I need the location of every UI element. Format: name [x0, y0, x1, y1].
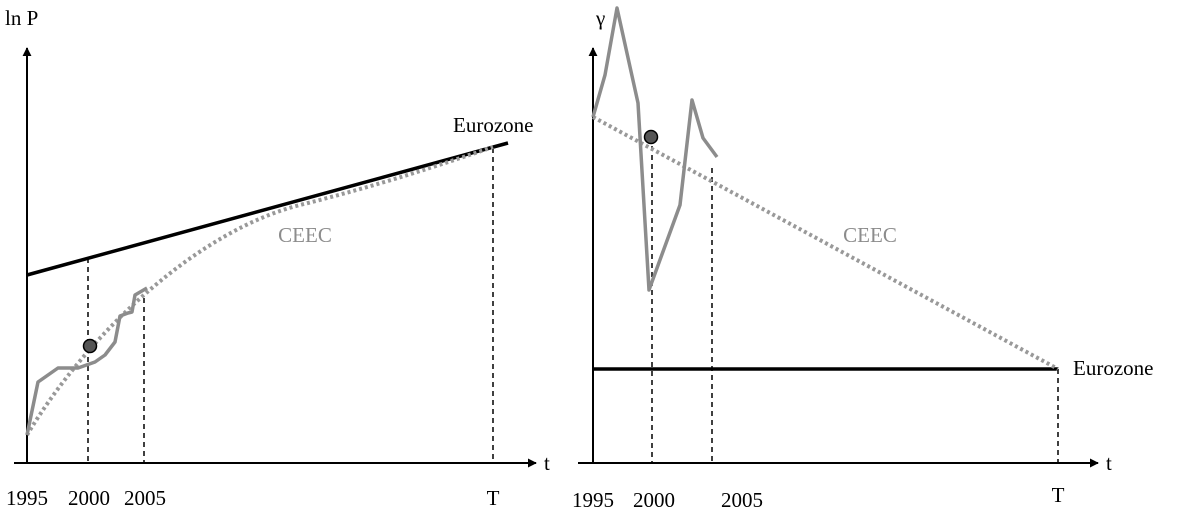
- eurozone-line: [26, 141, 509, 277]
- ceec-actual: [591, 6, 719, 292]
- current-point: [643, 129, 659, 145]
- x-label: 2000: [68, 486, 110, 510]
- x-label: 2005: [721, 488, 763, 512]
- current-point: [82, 338, 98, 354]
- left-panel: ln P t 1995 2000 2005 T Eurozone CEEC: [5, 6, 550, 510]
- ceec-actual: [25, 286, 148, 436]
- x-label: 2000: [633, 488, 675, 512]
- ceec-label: CEEC: [843, 223, 897, 247]
- ceec-trend: [592, 115, 1059, 371]
- x-axis-label: t: [1106, 451, 1112, 475]
- ceec-trend: [25, 145, 494, 437]
- y-axis-label: ln P: [5, 6, 38, 30]
- x-label: T: [487, 486, 500, 510]
- x-label: 1995: [6, 486, 48, 510]
- ceec-label: CEEC: [278, 223, 332, 247]
- x-label: T: [1052, 483, 1065, 507]
- x-axis-label: t: [544, 451, 550, 475]
- y-axis-label: γ: [595, 6, 605, 30]
- eurozone-label: Eurozone: [1073, 356, 1153, 380]
- x-label: 1995: [572, 488, 614, 512]
- right-panel: γ t 1995 2000 2005 T Eurozone CEEC: [572, 6, 1153, 512]
- x-label: 2005: [124, 486, 166, 510]
- eurozone-label: Eurozone: [453, 113, 533, 137]
